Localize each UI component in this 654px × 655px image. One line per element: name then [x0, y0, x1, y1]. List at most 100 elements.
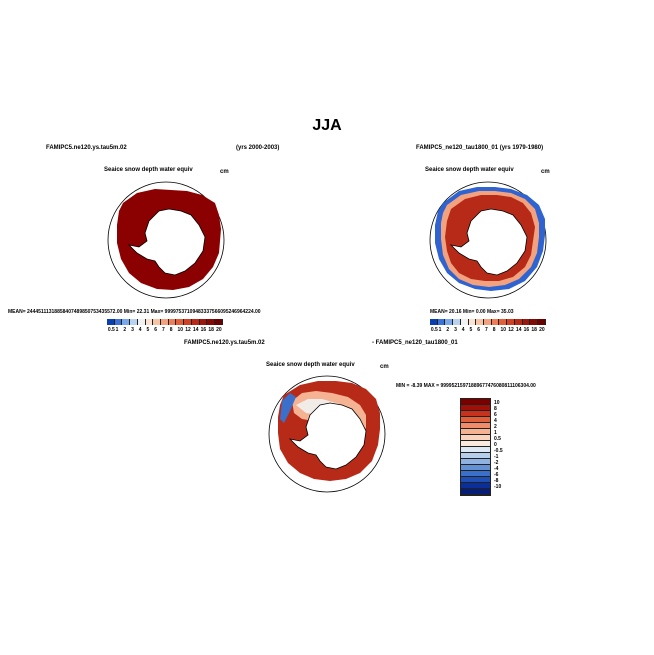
- colorbar-swatch: [207, 319, 216, 325]
- colorbar-tick-label: 18: [208, 327, 214, 333]
- diff-colorbar-labels: 10 8 6 4 2 1 0.5 0 -0.5 -1 -2 -4 -6 -8 -10: [494, 398, 514, 494]
- colorbar-tick-label: 2: [446, 327, 450, 333]
- colorbar-swatch: [461, 471, 490, 477]
- colorbar-swatch: [476, 319, 485, 325]
- colorbar-swatch: [107, 319, 115, 325]
- colorbar-tick-label: 0.5: [494, 436, 501, 442]
- diff-field-blue: [280, 393, 296, 423]
- colorbar-tick-label: 10: [177, 327, 184, 333]
- panel2-colorbar: [430, 319, 546, 325]
- colorbar-swatch: [445, 319, 454, 325]
- colorbar-swatch: [437, 319, 446, 325]
- colorbar-swatch: [137, 319, 146, 325]
- colorbar-swatch: [161, 319, 169, 325]
- panel2-units: cm: [541, 169, 550, 175]
- colorbar-swatch: [453, 319, 461, 325]
- colorbar-swatch: [461, 411, 490, 417]
- colorbar-tick-label: 3: [454, 327, 457, 333]
- colorbar-swatch: [130, 319, 138, 325]
- colorbar-tick-label: 3: [131, 327, 134, 333]
- colorbar-swatch: [176, 319, 185, 325]
- colorbar-tick-label: 16: [523, 327, 530, 333]
- colorbar-tick-label: -4: [494, 466, 499, 472]
- colorbar-swatch: [215, 319, 223, 325]
- colorbar-tick-label: -6: [494, 472, 499, 478]
- diff-antarctica: [288, 402, 367, 470]
- colorbar-swatch: [114, 319, 123, 325]
- colorbar-tick-label: 10: [500, 327, 507, 333]
- colorbar-tick-label: 16: [200, 327, 207, 333]
- panel2-variable: Seaice snow depth water equiv: [425, 167, 514, 173]
- diff-title-right: - FAMIPC5_ne120_tau1800_01: [372, 340, 458, 346]
- colorbar-tick-label: 4: [138, 327, 142, 333]
- diff-variable: Seaice snow depth water equiv: [266, 362, 355, 368]
- colorbar-tick-label: 18: [531, 327, 537, 333]
- panel2-antarctica: [449, 208, 528, 276]
- colorbar-swatch: [461, 465, 490, 471]
- panel1-right-title: (yrs 2000-2003): [236, 145, 280, 151]
- colorbar-tick-label: 7: [162, 327, 165, 333]
- main-title: JJA: [312, 117, 342, 134]
- panel1-units: cm: [220, 169, 229, 175]
- colorbar-swatch: [514, 319, 523, 325]
- colorbar-swatch: [461, 459, 490, 465]
- colorbar-tick-label: 12: [508, 327, 514, 333]
- colorbar-swatch: [499, 319, 508, 325]
- colorbar-swatch: [461, 441, 490, 447]
- colorbar-swatch: [461, 453, 490, 459]
- colorbar-tick-label: 6: [154, 327, 158, 333]
- colorbar-tick-label: -0.5: [494, 448, 503, 454]
- colorbar-swatch: [461, 489, 490, 495]
- colorbar-tick-label: 0: [494, 442, 497, 448]
- colorbar-tick-label: 4: [461, 327, 465, 333]
- colorbar-tick-label: -8: [494, 478, 499, 484]
- colorbar-tick-label: 10: [494, 400, 500, 406]
- panel1-antarctica: [127, 208, 206, 276]
- colorbar-swatch: [460, 319, 469, 325]
- colorbar-swatch: [461, 447, 490, 453]
- colorbar-tick-label: 0.5: [430, 327, 438, 333]
- panel1-colorbar: [107, 319, 223, 325]
- colorbar-tick-label: 1: [494, 430, 497, 436]
- colorbar-tick-label: 0.5: [107, 327, 115, 333]
- colorbar-swatch: [461, 399, 490, 405]
- colorbar-tick-label: 20: [216, 327, 222, 333]
- colorbar-swatch: [491, 319, 500, 325]
- colorbar-swatch: [191, 319, 200, 325]
- diff-units: cm: [380, 364, 389, 370]
- panel1-left-title: FAMIPC5.ne120.ys.tau5m.02: [46, 145, 127, 151]
- colorbar-tick-label: 4: [494, 418, 497, 424]
- colorbar-swatch: [484, 319, 492, 325]
- colorbar-swatch: [461, 483, 490, 489]
- colorbar-swatch: [522, 319, 531, 325]
- colorbar-swatch: [530, 319, 539, 325]
- colorbar-swatch: [461, 429, 490, 435]
- colorbar-swatch: [468, 319, 477, 325]
- colorbar-tick-label: -1: [494, 454, 499, 460]
- colorbar-tick-label: 8: [492, 327, 496, 333]
- colorbar-tick-label: 1: [115, 327, 119, 333]
- colorbar-swatch: [122, 319, 131, 325]
- colorbar-swatch: [461, 435, 490, 441]
- diff-colorbar: [460, 398, 491, 496]
- panel1-colorbar-labels: 0.5 1 2 3 4 5 6 7 8 10 12 14 16 18 20: [107, 327, 223, 333]
- diff-stats: MIN = -8.39 MAX = 9999521597188967747608…: [396, 383, 536, 389]
- colorbar-tick-label: 20: [539, 327, 545, 333]
- colorbar-tick-label: 14: [515, 327, 522, 333]
- colorbar-swatch: [461, 417, 490, 423]
- colorbar-tick-label: 6: [494, 412, 497, 418]
- colorbar-swatch: [145, 319, 154, 325]
- colorbar-swatch: [168, 319, 177, 325]
- colorbar-swatch: [430, 319, 438, 325]
- panel1-variable: Seaice snow depth water equiv: [104, 167, 193, 173]
- colorbar-tick-label: 5: [146, 327, 150, 333]
- panel2-stats: MEAN= 20.16 Min= 0.00 Max= 35.03: [430, 309, 514, 315]
- colorbar-tick-label: 14: [192, 327, 199, 333]
- colorbar-swatch: [461, 423, 490, 429]
- panel1-polar-map: [107, 181, 225, 299]
- colorbar-tick-label: -2: [494, 460, 499, 466]
- colorbar-tick-label: 6: [477, 327, 481, 333]
- diff-title-left: FAMIPC5.ne120.ys.tau5m.02: [184, 340, 265, 346]
- panel2-polar-map: [429, 181, 547, 299]
- colorbar-tick-label: 12: [185, 327, 191, 333]
